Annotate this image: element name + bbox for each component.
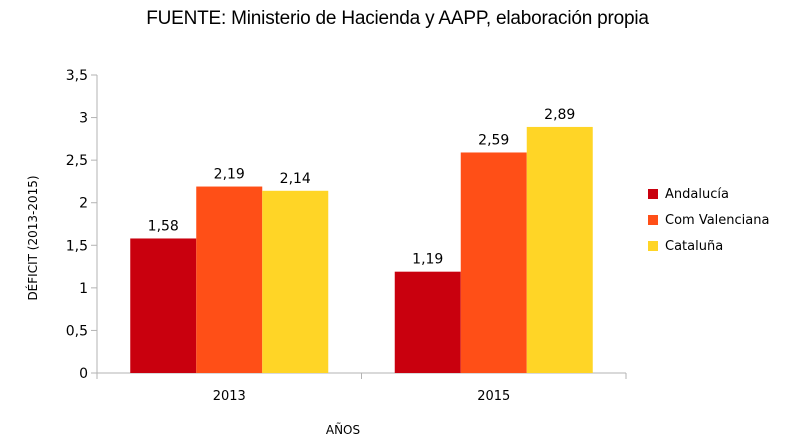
- bar-andalucía-2015: [394, 271, 461, 373]
- y-tick-label: 3: [79, 111, 88, 127]
- legend-label: Cataluña: [665, 238, 724, 254]
- chart-title: FUENTE: Ministerio de Hacienda y AAPP, e…: [146, 8, 649, 29]
- y-tick-label: 0,5: [66, 323, 88, 339]
- y-tick-label: 2: [79, 196, 88, 212]
- data-label: 2,19: [214, 167, 245, 183]
- legend-label: Com Valenciana: [665, 212, 770, 228]
- y-tick-label: 3,5: [66, 68, 88, 84]
- data-label: 1,19: [412, 252, 443, 268]
- legend-label: Andalucía: [665, 186, 729, 202]
- bar-cataluña-2015: [526, 126, 593, 374]
- y-tick-label: 1: [79, 281, 88, 297]
- y-tick-label: 1,5: [66, 238, 88, 254]
- x-axis-title: AÑOS: [325, 423, 361, 437]
- y-tick-label: 2,5: [66, 153, 88, 169]
- legend-swatch: [648, 215, 658, 225]
- legend-item: Andalucía: [648, 181, 769, 207]
- legend-swatch: [648, 241, 658, 251]
- data-label: 1,58: [148, 218, 179, 234]
- x-tick-label: 2013: [213, 389, 246, 404]
- data-label: 2,89: [544, 107, 575, 123]
- bar-andalucía-2013: [130, 238, 197, 373]
- x-tick-label: 2015: [477, 389, 510, 404]
- legend-item: Cataluña: [648, 233, 769, 259]
- bar-com-valenciana-2013: [196, 186, 263, 373]
- bar-cataluña-2013: [262, 190, 329, 373]
- legend-item: Com Valenciana: [648, 207, 769, 233]
- legend-swatch: [648, 189, 658, 199]
- y-tick-label: 0: [79, 366, 88, 382]
- legend: Andalucía Com Valenciana Cataluña: [648, 181, 769, 259]
- data-label: 2,14: [280, 171, 311, 187]
- bar-com-valenciana-2015: [460, 152, 527, 373]
- data-label: 2,59: [478, 132, 509, 148]
